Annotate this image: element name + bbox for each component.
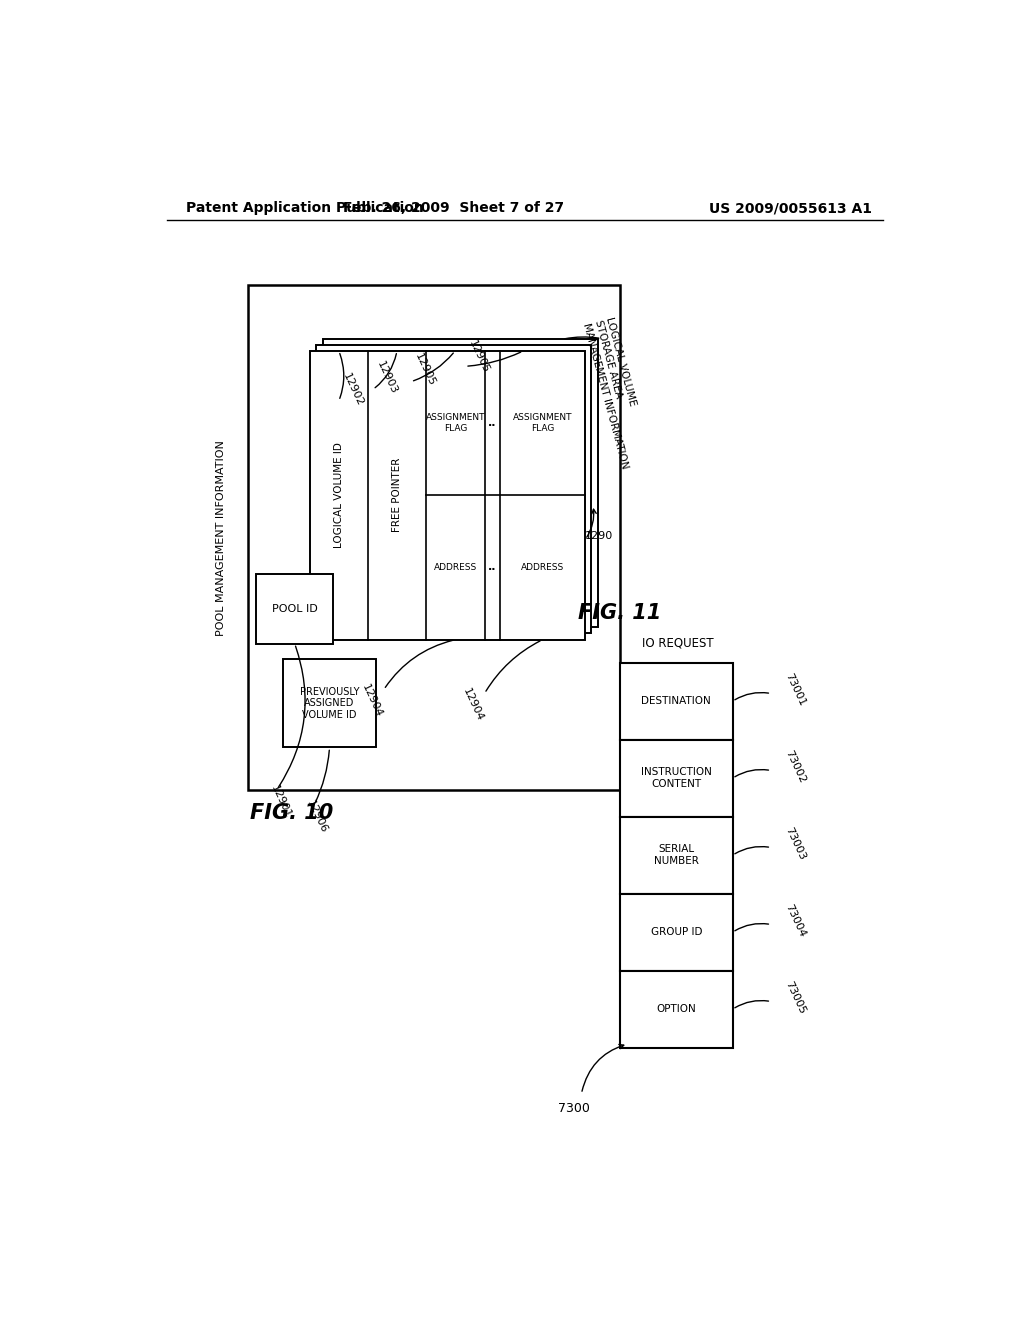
Bar	[621, 663, 732, 739]
Text: 12904: 12904	[360, 684, 384, 719]
Text: 12902: 12902	[341, 371, 366, 408]
FancyArrowPatch shape	[385, 640, 453, 688]
Bar	[316, 345, 592, 634]
Bar	[621, 894, 732, 970]
Bar	[283, 659, 376, 747]
Bar	[621, 739, 732, 817]
Text: 12905: 12905	[414, 352, 437, 388]
Text: 12904: 12904	[461, 686, 485, 723]
Bar	[310, 351, 586, 640]
Text: ADDRESS: ADDRESS	[521, 562, 564, 572]
FancyArrowPatch shape	[279, 645, 305, 788]
Text: US 2009/0055613 A1: US 2009/0055613 A1	[709, 202, 872, 215]
Text: ASSIGNMENT
FLAG: ASSIGNMENT FLAG	[513, 413, 572, 433]
FancyArrowPatch shape	[340, 354, 344, 399]
Text: 12903: 12903	[375, 360, 399, 396]
Text: FIG. 10: FIG. 10	[251, 803, 334, 822]
FancyArrowPatch shape	[735, 693, 768, 700]
Bar	[621, 970, 732, 1048]
Text: FIG. 11: FIG. 11	[578, 603, 660, 623]
Text: 1290: 1290	[586, 531, 613, 541]
FancyArrowPatch shape	[582, 1044, 624, 1092]
Text: 73001: 73001	[783, 672, 807, 708]
FancyArrowPatch shape	[587, 510, 596, 537]
Bar	[256, 574, 334, 644]
FancyArrowPatch shape	[735, 770, 768, 776]
FancyArrowPatch shape	[315, 750, 330, 803]
FancyArrowPatch shape	[735, 1001, 768, 1007]
Text: 73002: 73002	[783, 748, 807, 785]
Text: POOL ID: POOL ID	[271, 603, 317, 614]
Text: DESTINATION: DESTINATION	[641, 696, 712, 706]
Text: LOGICAL VOLUME ID: LOGICAL VOLUME ID	[334, 442, 344, 548]
Bar	[621, 817, 732, 894]
Text: 12901: 12901	[269, 783, 293, 820]
Text: LOGICAL VOLUME
STORAGE AREA
MANAGEMENT INFORMATION: LOGICAL VOLUME STORAGE AREA MANAGEMENT I…	[582, 317, 652, 470]
Text: 12905: 12905	[467, 338, 492, 375]
Text: 73004: 73004	[783, 903, 807, 939]
Text: SERIAL
NUMBER: SERIAL NUMBER	[654, 845, 698, 866]
Text: OPTION: OPTION	[656, 1005, 696, 1014]
Text: INSTRUCTION
CONTENT: INSTRUCTION CONTENT	[641, 767, 712, 789]
FancyArrowPatch shape	[468, 352, 521, 366]
Bar	[323, 339, 598, 627]
FancyArrowPatch shape	[735, 924, 768, 931]
Text: ADDRESS: ADDRESS	[434, 562, 477, 572]
Text: GROUP ID: GROUP ID	[650, 927, 702, 937]
Bar	[248, 285, 621, 789]
FancyArrowPatch shape	[735, 846, 768, 854]
FancyArrowPatch shape	[414, 352, 454, 380]
Text: 7300: 7300	[558, 1102, 590, 1114]
Text: 12906: 12906	[305, 799, 329, 834]
Text: POOL MANAGEMENT INFORMATION: POOL MANAGEMENT INFORMATION	[216, 440, 226, 635]
Text: Feb. 26, 2009  Sheet 7 of 27: Feb. 26, 2009 Sheet 7 of 27	[343, 202, 564, 215]
Text: ASSIGNMENT
FLAG: ASSIGNMENT FLAG	[426, 413, 485, 433]
FancyArrowPatch shape	[564, 337, 599, 339]
Text: FREE POINTER: FREE POINTER	[392, 458, 402, 532]
Text: 73003: 73003	[783, 826, 807, 862]
Text: IO REQUEST: IO REQUEST	[642, 638, 714, 649]
Text: ..: ..	[488, 418, 497, 428]
FancyArrowPatch shape	[486, 642, 540, 692]
Text: PREVIOUSLY
ASSIGNED
VOLUME ID: PREVIOUSLY ASSIGNED VOLUME ID	[300, 686, 359, 719]
FancyArrowPatch shape	[375, 354, 396, 388]
Text: Patent Application Publication: Patent Application Publication	[186, 202, 424, 215]
Text: 73005: 73005	[783, 979, 807, 1015]
Text: ..: ..	[488, 562, 497, 573]
